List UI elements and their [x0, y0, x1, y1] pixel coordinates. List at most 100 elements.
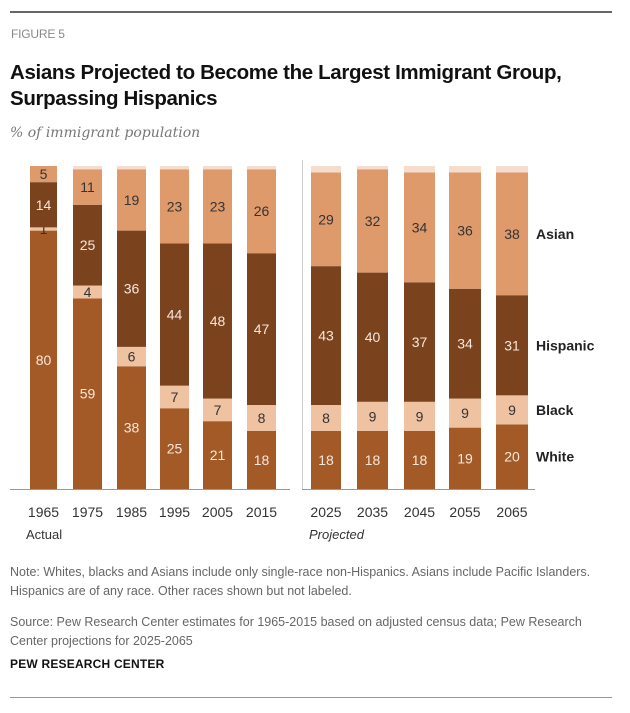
bar-asian-2005: [203, 169, 232, 244]
bar-black-2025: [311, 405, 341, 431]
bottom-rule: [10, 697, 612, 698]
x-tick-label: 1965: [28, 504, 59, 520]
bar-other-2045: [404, 166, 435, 173]
data-label: 19: [124, 192, 140, 208]
bar-white-2035: [357, 430, 388, 489]
series-label-asian: Asian: [536, 226, 574, 242]
data-label: 7: [214, 402, 222, 418]
bar-black-1975: [73, 285, 102, 299]
bar-black-2035: [357, 401, 388, 431]
data-label: 9: [508, 402, 516, 418]
note: Note: Whites, blacks and Asians include …: [10, 565, 591, 598]
data-label: 19: [457, 450, 473, 466]
data-label: 6: [128, 349, 136, 365]
bar-hispanic-1975: [73, 204, 102, 286]
data-label: 21: [210, 447, 226, 463]
bar-asian-1965: [30, 166, 57, 183]
chart-title: Asians Projected to Become the Largest I…: [10, 61, 562, 110]
stacked-bar-chart: 80 1 14 5 1965 59 4 25 11 1975 38 6 36 19 1985 25 7 44 23 1…: [10, 160, 595, 542]
bar-other-2005: [203, 166, 232, 170]
bar-asian-2025: [311, 172, 341, 267]
data-label: 9: [416, 408, 424, 424]
bar-hispanic-2065: [496, 295, 528, 396]
data-label: 48: [210, 313, 226, 329]
data-label: 23: [167, 198, 183, 214]
bar-white-2065: [496, 424, 528, 489]
x-tick-label: 1985: [116, 504, 147, 520]
data-label: 36: [457, 223, 473, 239]
series-label-white: White: [536, 449, 574, 465]
data-label: 18: [365, 452, 381, 468]
bar-hispanic-2015: [247, 253, 276, 406]
top-rule: [10, 11, 612, 13]
bar-asian-1985: [117, 169, 146, 231]
data-label: 37: [412, 334, 428, 350]
data-label: 32: [365, 213, 381, 229]
x-tick-label: 2045: [404, 504, 435, 520]
bar-black-2005: [203, 398, 232, 422]
bar-black-2045: [404, 401, 435, 431]
bar-black-2055: [449, 398, 481, 428]
x-tick-label: 2005: [202, 504, 233, 520]
data-label: 8: [322, 410, 330, 426]
x-tick-label: 2025: [310, 504, 341, 520]
x-tick-label: 2035: [357, 504, 388, 520]
data-label: 40: [365, 329, 381, 345]
bar-other-1975: [73, 166, 102, 170]
bar-hispanic-2055: [449, 288, 481, 399]
chart-subtitle: % of immigrant population: [10, 125, 201, 141]
group-label-actual: Actual: [26, 527, 62, 542]
source: Source: Pew Research Center estimates fo…: [10, 615, 582, 648]
data-label: 80: [36, 352, 52, 368]
x-tick-label: 2015: [246, 504, 277, 520]
data-label: 59: [80, 386, 96, 402]
bar-black-2015: [247, 405, 276, 431]
bar-hispanic-1995: [160, 243, 189, 386]
brand-name: PEW RESEARCH CENTER: [10, 657, 165, 671]
data-label: 38: [504, 226, 520, 242]
bar-asian-2065: [496, 172, 528, 296]
data-label: 20: [504, 449, 520, 465]
data-label: 8: [258, 410, 266, 426]
bar-other-2065: [496, 166, 528, 173]
bar-other-2035: [357, 166, 388, 170]
data-label: 44: [167, 307, 183, 323]
bar-other-2025: [311, 166, 341, 173]
data-label: 9: [369, 408, 377, 424]
series-label-black: Black: [536, 402, 574, 418]
bar-asian-2015: [247, 169, 276, 254]
data-label: 4: [84, 284, 92, 300]
data-label: 47: [254, 321, 270, 337]
bar-white-2005: [203, 421, 232, 489]
bar-other-1985: [117, 166, 146, 170]
bar-white-2015: [247, 430, 276, 489]
data-label: 26: [254, 203, 270, 219]
data-label: 1: [40, 221, 48, 237]
data-label: 36: [124, 281, 140, 297]
x-tick-label: 2065: [496, 504, 527, 520]
figure-label: FIGURE 5: [11, 27, 65, 41]
bar-white-2025: [311, 430, 341, 489]
data-label: 34: [412, 219, 428, 235]
bar-other-2055: [449, 166, 481, 173]
x-tick-label: 2055: [449, 504, 480, 520]
bar-white-1975: [73, 298, 102, 489]
bar-black-1985: [117, 346, 146, 367]
bar-asian-2045: [404, 172, 435, 283]
bar-white-1995: [160, 408, 189, 489]
data-label: 25: [167, 441, 183, 457]
series-label-hispanic: Hispanic: [536, 337, 595, 353]
data-label: 18: [254, 452, 270, 468]
data-label: 18: [412, 452, 428, 468]
data-label: 11: [80, 179, 95, 195]
data-label: 34: [457, 336, 473, 352]
bar-black-1965: [30, 227, 57, 231]
data-label: 29: [318, 211, 334, 227]
bar-black-2065: [496, 395, 528, 425]
bar-black-1995: [160, 385, 189, 409]
bar-asian-2055: [449, 172, 481, 289]
x-tick-label: 1995: [159, 504, 190, 520]
bar-hispanic-1965: [30, 182, 57, 228]
data-label: 38: [124, 420, 140, 436]
